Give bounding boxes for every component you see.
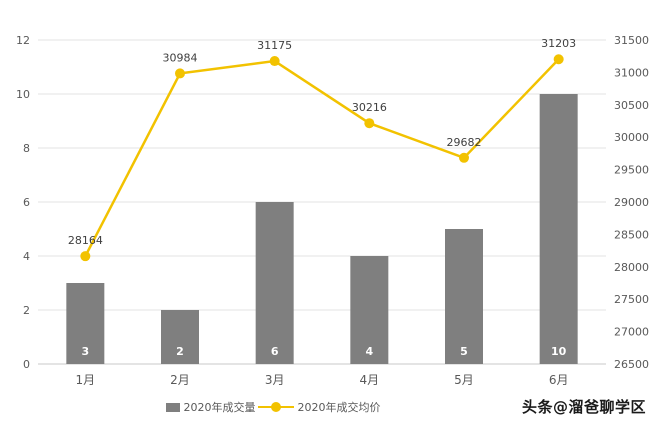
left-axis-tick: 8 — [23, 142, 30, 155]
line-point — [175, 68, 185, 79]
left-axis-tick: 6 — [23, 196, 30, 209]
bar-value-label: 10 — [551, 345, 567, 358]
line-point — [364, 118, 375, 129]
right-axis-tick: 30000 — [614, 131, 649, 144]
line-value-label: 28164 — [68, 234, 103, 247]
bar-series-swatch-icon — [165, 402, 180, 412]
right-axis-tick: 28500 — [614, 228, 649, 241]
bar-value-label: 6 — [271, 345, 279, 358]
x-axis-label: 4月 — [360, 373, 380, 387]
price-line — [84, 58, 560, 257]
x-axis-label: 3月 — [265, 373, 285, 387]
volume-bar — [350, 256, 389, 364]
legend-item-volume: 2020年成交量 — [165, 399, 256, 415]
line-value-label: 30984 — [163, 51, 198, 64]
right-axis-tick: 30500 — [614, 99, 649, 112]
volume-bar — [255, 202, 294, 364]
x-axis-label: 5月 — [454, 373, 474, 387]
line-point — [80, 251, 91, 262]
right-axis-tick: 31000 — [614, 66, 649, 79]
right-axis-tick: 29000 — [614, 196, 649, 209]
volume-bar — [66, 283, 105, 364]
left-axis-tick: 12 — [16, 34, 30, 47]
right-axis-tick: 31500 — [614, 34, 649, 47]
bar-value-label: 5 — [460, 345, 468, 358]
left-axis-tick: 2 — [23, 304, 30, 317]
line-series-swatch-icon — [257, 402, 294, 412]
right-axis-tick: 28000 — [614, 261, 649, 274]
right-axis-tick: 29500 — [614, 164, 649, 177]
bar-value-label: 3 — [82, 345, 90, 358]
line-value-label: 29682 — [447, 136, 482, 149]
line-value-label: 31203 — [541, 37, 576, 50]
left-axis-tick: 10 — [16, 88, 30, 101]
legend-label-price: 2020年成交均价 — [297, 401, 381, 414]
volume-bar — [539, 94, 578, 364]
x-axis-label: 2月 — [170, 373, 190, 387]
right-axis-tick: 26500 — [614, 358, 649, 371]
legend-item-price: 2020年成交均价 — [257, 399, 381, 415]
legend-label-volume: 2020年成交量 — [183, 401, 256, 414]
left-axis-tick: 4 — [23, 250, 30, 263]
line-swatch-dot — [270, 402, 281, 412]
line-point — [269, 56, 280, 67]
volume-bar — [161, 310, 199, 364]
right-axis-tick: 27000 — [614, 326, 649, 339]
watermark: 头条@溜爸聊学区 — [521, 398, 646, 416]
left-axis-tick: 0 — [23, 358, 30, 371]
line-value-label: 31175 — [257, 39, 292, 52]
line-value-label: 30216 — [352, 101, 387, 114]
x-axis-label: 6月 — [549, 373, 569, 387]
legend: 2020年成交量 2020年成交均价 — [0, 399, 546, 415]
bar-value-label: 4 — [366, 345, 374, 358]
line-point — [553, 54, 564, 65]
x-axis-label: 1月 — [76, 373, 96, 387]
line-point — [459, 152, 469, 163]
volume-bar — [445, 229, 483, 364]
right-axis-tick: 27500 — [614, 293, 649, 306]
bar-value-label: 2 — [176, 345, 184, 358]
